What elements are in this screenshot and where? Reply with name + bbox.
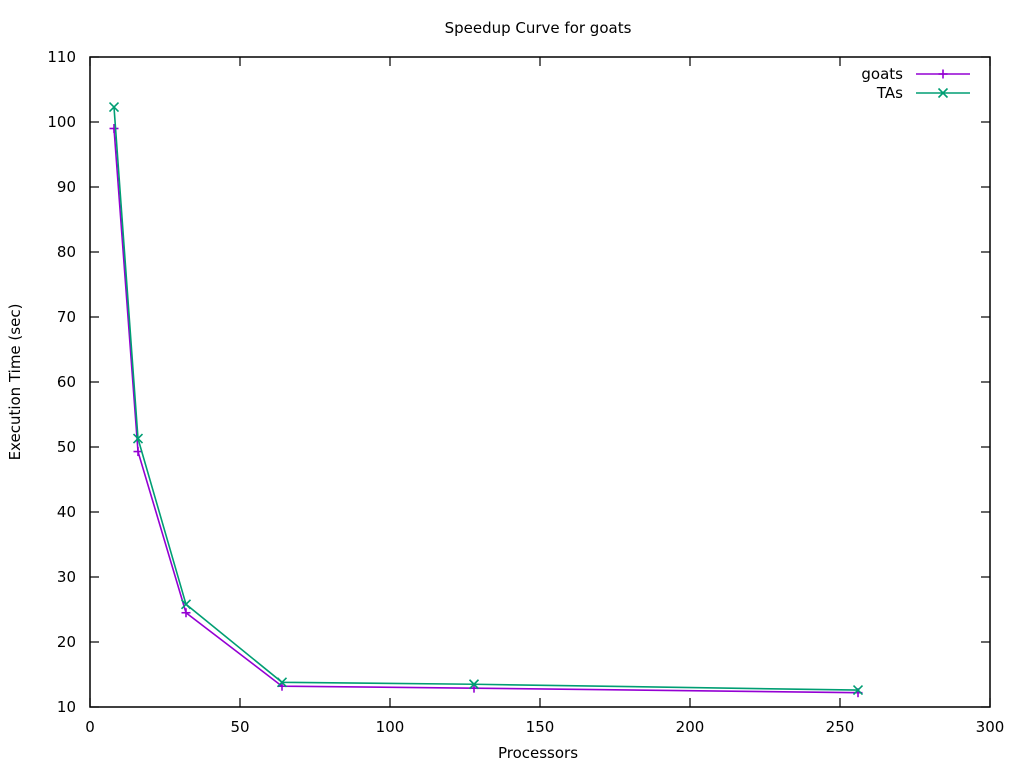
y-tick-label: 60: [57, 373, 76, 391]
chart-title: Speedup Curve for goats: [445, 19, 632, 37]
data-point-marker: [180, 599, 192, 610]
legend-label: goats: [861, 65, 903, 83]
y-tick-label: 50: [57, 438, 76, 456]
y-tick-label: 40: [57, 503, 76, 521]
series-line-tas: [113, 106, 859, 691]
y-tick-label: 30: [57, 568, 76, 586]
x-tick-label: 150: [526, 718, 555, 736]
y-tick-label: 70: [57, 308, 76, 326]
x-tick-label: 250: [826, 718, 855, 736]
data-point-marker: [132, 433, 144, 444]
x-tick-label: 100: [376, 718, 405, 736]
y-tick-label: 20: [57, 633, 76, 651]
x-tick-label: 50: [230, 718, 249, 736]
plot-frame: [89, 56, 991, 708]
x-axis-label: Processors: [498, 744, 578, 762]
data-point-marker: [468, 679, 480, 690]
data-point-marker: [181, 608, 191, 618]
y-tick-label: 100: [47, 113, 76, 131]
x-tick-label: 300: [976, 718, 1005, 736]
data-point-marker: [852, 685, 864, 696]
data-point-marker: [938, 69, 948, 79]
x-tick-label: 0: [85, 718, 95, 736]
data-point-marker: [109, 124, 119, 133]
y-tick-label: 90: [57, 178, 76, 196]
y-tick-label: 80: [57, 243, 76, 261]
data-point-marker: [937, 87, 949, 99]
legend-label: TAs: [876, 84, 903, 102]
plot-area: [108, 101, 864, 698]
x-axis: 0 50 100 150 200 250 300: [85, 57, 1004, 736]
y-tick-label: 110: [47, 48, 76, 66]
x-tick-label: 200: [676, 718, 705, 736]
series-line-goats: [113, 128, 859, 694]
y-axis: 10 20 30 40 50 60 70 80 90 100 110: [47, 48, 990, 716]
y-axis-label: Execution Time (sec): [6, 304, 24, 461]
data-point-marker: [108, 101, 120, 113]
data-point-marker: [276, 677, 288, 688]
y-tick-label: 10: [57, 698, 76, 716]
